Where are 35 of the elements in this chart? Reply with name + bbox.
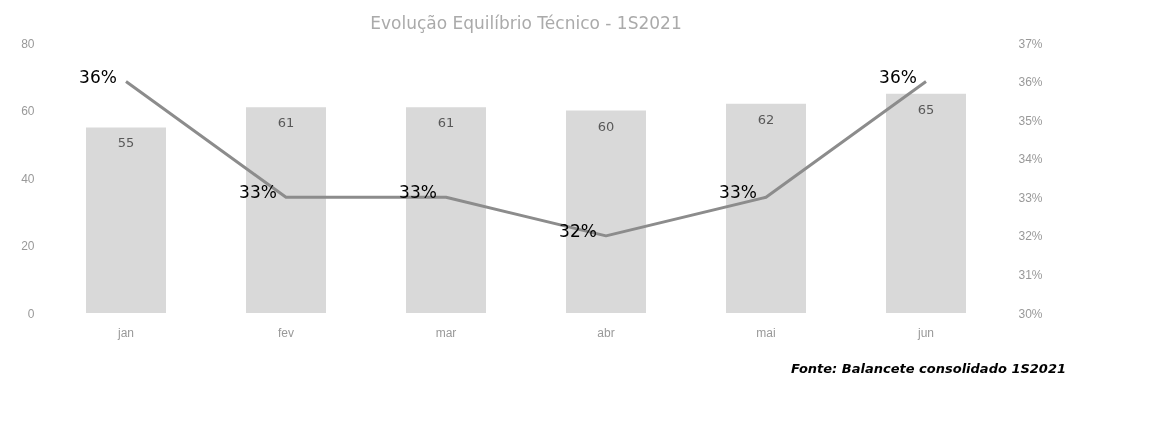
data-label: 36% [79, 66, 117, 87]
y2-tick-label: 30% [1018, 306, 1043, 321]
y2-tick-label: 36% [1018, 75, 1043, 90]
data-label: 33% [239, 182, 277, 203]
data-label: 33% [719, 182, 757, 203]
x-tick-label: fev [277, 325, 295, 340]
y2-tick-label: 34% [1018, 152, 1043, 167]
bar [86, 127, 166, 313]
data-label: 62 [757, 111, 775, 127]
bar [886, 93, 966, 313]
x-tick-label: jan [116, 325, 135, 340]
y-tick-label: 60 [21, 104, 35, 118]
y-tick-label: 20 [21, 239, 35, 253]
source-note: Fonte: Balancete consolidado 1S2021 [791, 361, 1066, 376]
data-label: 61 [437, 115, 455, 131]
y2-tick-label: 32% [1018, 229, 1043, 244]
x-tick-label: abr [597, 325, 615, 340]
y2-tick-label: 33% [1018, 190, 1043, 205]
y-tick-label: 40 [21, 171, 35, 186]
y-tick-label: 80 [21, 36, 35, 51]
x-tick-label: jun [916, 325, 935, 340]
data-label: 60 [597, 118, 615, 134]
y2-tick-label: 37% [1018, 36, 1043, 51]
x-tick-label: mai [756, 325, 776, 340]
chart-title: Evolução Equilíbrio Técnico - 1S2021 [370, 13, 682, 33]
x-tick-label: mar [435, 325, 457, 340]
data-label: 65 [917, 101, 935, 117]
y-tick-label: 0 [27, 306, 35, 321]
data-label: 32% [559, 220, 597, 241]
y2-tick-label: 35% [1018, 113, 1043, 128]
data-label: 61 [277, 115, 295, 131]
y2-tick-label: 31% [1018, 267, 1043, 282]
data-label: 36% [879, 66, 917, 87]
data-label: 33% [399, 182, 437, 203]
data-label: 55 [117, 135, 135, 151]
